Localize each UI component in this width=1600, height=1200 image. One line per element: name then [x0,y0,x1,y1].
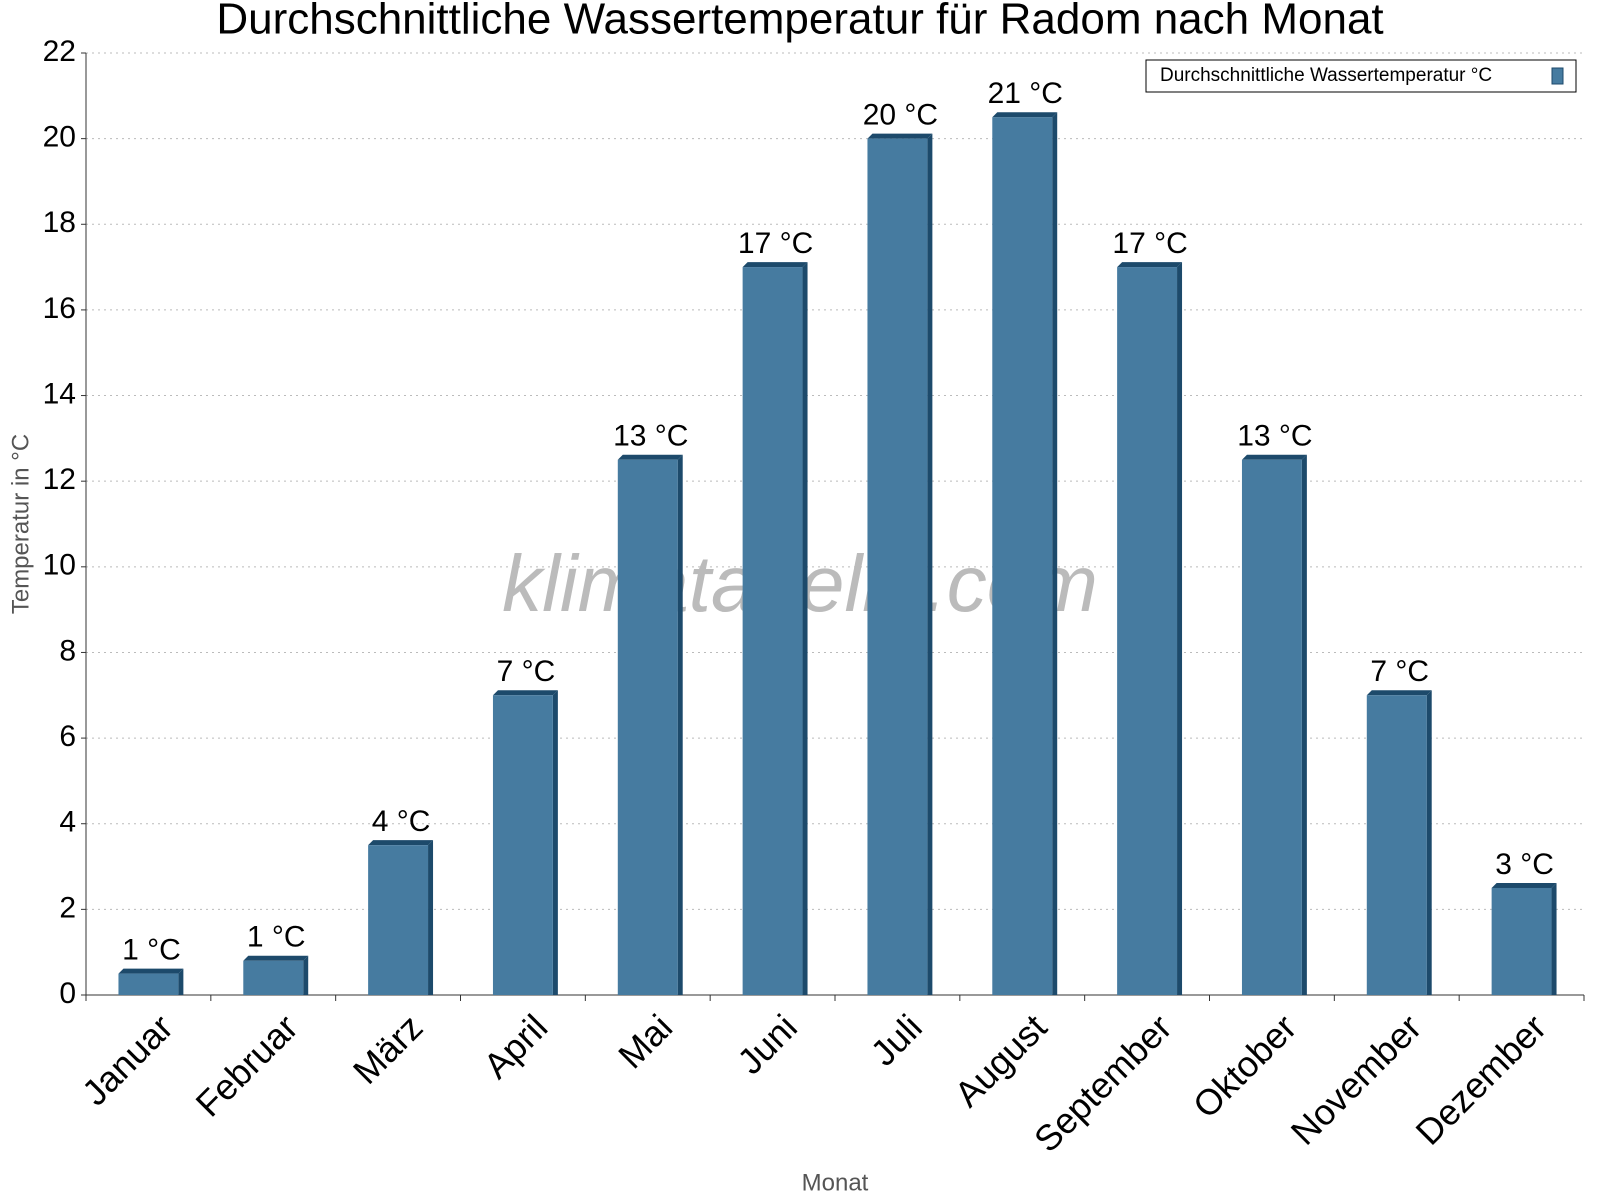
y-tick-label: 16 [43,292,76,325]
bar-side [927,133,933,996]
x-tick-label: August [946,1006,1054,1114]
bar [1241,459,1302,996]
value-label: 4 °C [372,805,431,838]
y-axis-label: Temperatur in °C [7,434,34,614]
x-tick-label: Februar [188,1006,306,1124]
bar-top [1366,690,1432,696]
y-tick-label: 12 [43,463,76,496]
bar [1117,267,1178,995]
chart-title: Durchschnittliche Wassertemperatur für R… [216,0,1383,44]
value-label: 20 °C [863,99,938,132]
x-tick-label: Juni [729,1006,805,1082]
x-tick-label: Januar [74,1006,181,1113]
bar [742,267,803,995]
bar-side [802,262,808,995]
value-label: 13 °C [1237,420,1312,453]
x-tick-label: November [1283,1006,1429,1152]
bar-side [1301,454,1307,996]
bar [368,845,429,995]
bar-top [243,955,309,961]
x-tick-label: April [475,1006,555,1086]
bar-top [1491,882,1557,888]
bar-side [178,968,184,995]
bar [867,138,928,996]
y-tick-label: 18 [43,206,76,239]
bar-top [617,454,683,460]
value-label: 7 °C [497,655,556,688]
bar [1491,887,1552,995]
y-tick-label: 14 [43,377,76,410]
bar-top [1241,454,1307,460]
legend-swatch [1551,67,1564,85]
x-tick-label: September [1026,1006,1180,1160]
x-tick-label: März [345,1006,431,1092]
y-tick-label: 20 [43,121,76,154]
bar-side [1551,882,1557,995]
bar [617,459,678,996]
value-label: 21 °C [988,77,1063,110]
bar [992,117,1053,995]
bar-side [552,690,558,995]
x-tick-label: Dezember [1408,1006,1554,1152]
x-axis-label: Monat [802,1169,869,1196]
x-tick-label: Juli [863,1006,930,1073]
bar [118,973,179,995]
bar-top [867,133,933,139]
y-tick-label: 4 [59,806,76,839]
bar-side [303,955,309,995]
bar-top [742,262,808,268]
value-label: 13 °C [613,420,688,453]
bar [492,695,553,995]
value-label: 7 °C [1370,655,1429,688]
bar-side [1052,112,1058,995]
value-label: 17 °C [738,227,813,260]
y-tick-label: 6 [59,720,76,753]
bar-top [1117,262,1183,268]
bar-top [118,968,184,974]
y-tick-label: 8 [59,634,76,667]
value-label: 1 °C [247,921,306,954]
bar-top [492,690,558,696]
legend-label: Durchschnittliche Wassertemperatur °C [1160,65,1492,86]
bar [243,960,304,995]
bar-top [992,112,1058,118]
bar-side [677,454,683,996]
y-tick-label: 2 [59,891,76,924]
bar-side [428,840,434,995]
y-tick-label: 0 [59,977,76,1010]
value-label: 17 °C [1112,227,1187,260]
value-label: 1 °C [122,934,181,967]
bar [1366,695,1427,995]
bar-side [1426,690,1432,995]
y-tick-label: 10 [43,549,76,582]
x-tick-label: Oktober [1185,1006,1305,1126]
y-tick-label: 22 [43,35,76,68]
x-tick-label: Mai [610,1006,680,1076]
bar-side [1177,262,1183,995]
bar-top [368,840,434,846]
value-label: 3 °C [1495,848,1554,881]
legend-box [1145,59,1577,93]
